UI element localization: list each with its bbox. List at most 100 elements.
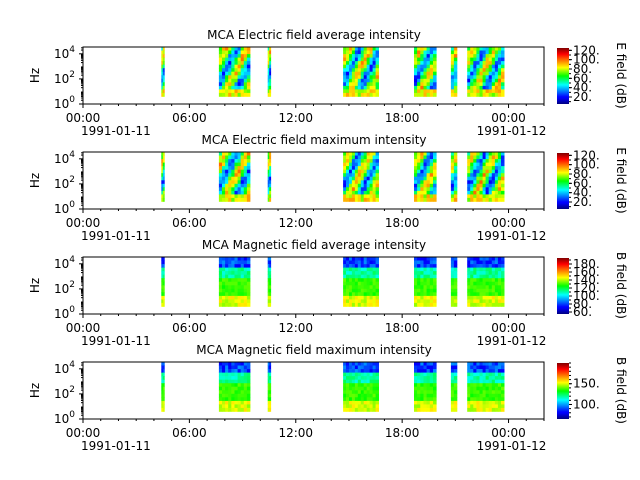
y-tick-exponent: 0	[69, 305, 75, 315]
data-cell	[488, 260, 493, 265]
data-cell	[243, 397, 248, 402]
data-cell	[349, 372, 353, 377]
data-cell	[234, 260, 238, 265]
data-cell	[357, 82, 362, 87]
data-cell	[426, 166, 431, 170]
data-cell	[343, 278, 347, 283]
data-cell	[231, 365, 235, 370]
data-cell	[488, 386, 493, 391]
data-cell	[231, 50, 235, 55]
data-cell	[349, 299, 353, 304]
data-cell	[222, 194, 226, 199]
data-cell	[450, 267, 455, 272]
data-cell	[479, 180, 483, 185]
data-cell	[360, 190, 365, 195]
data-cell	[218, 400, 223, 405]
data-cell	[363, 278, 368, 283]
data-cell	[363, 47, 368, 51]
data-cell	[346, 162, 350, 167]
data-cell	[423, 75, 428, 80]
data-cell	[476, 173, 480, 178]
data-cell	[357, 187, 362, 192]
data-cell	[360, 71, 365, 76]
data-cell	[414, 159, 418, 163]
data-cell	[267, 78, 270, 83]
data-cell	[357, 155, 362, 160]
data-cell	[494, 78, 499, 83]
data-cell	[225, 299, 229, 304]
data-cell	[366, 383, 371, 388]
data-cell	[479, 281, 483, 286]
data-cell	[234, 278, 238, 283]
data-cell	[467, 187, 471, 192]
data-cell	[366, 264, 371, 268]
data-cell	[246, 267, 251, 272]
data-cell	[485, 365, 490, 370]
data-cell	[240, 362, 245, 366]
data-cell	[433, 190, 437, 195]
data-cell	[485, 376, 490, 380]
data-cell	[488, 47, 493, 51]
data-cell	[225, 407, 229, 412]
data-cell	[375, 47, 379, 51]
data-cell	[473, 281, 477, 286]
data-cell	[349, 278, 353, 283]
data-cell	[497, 260, 502, 265]
data-cell	[470, 166, 474, 170]
data-cell	[234, 379, 238, 384]
data-cell	[429, 271, 434, 275]
data-cell	[346, 61, 350, 65]
data-cell	[218, 369, 223, 373]
data-cell	[491, 260, 496, 265]
data-cell	[423, 260, 428, 265]
data-cell	[473, 190, 477, 195]
data-cell	[494, 386, 499, 391]
data-cell	[494, 166, 499, 170]
data-cell	[161, 295, 164, 300]
data-cell	[473, 302, 477, 307]
data-cell	[357, 152, 362, 156]
data-cell	[491, 78, 496, 83]
data-cell	[429, 183, 434, 188]
data-cell	[346, 85, 350, 90]
data-cell	[237, 54, 242, 58]
data-cell	[485, 180, 490, 185]
data-cell	[485, 162, 490, 167]
data-cell	[420, 92, 424, 97]
data-cell	[423, 61, 428, 65]
data-cell	[267, 295, 270, 300]
data-cell	[225, 260, 229, 265]
data-cell	[343, 292, 347, 297]
data-cell	[162, 274, 165, 279]
data-cell	[467, 390, 471, 395]
data-cell	[349, 274, 353, 279]
data-cell	[372, 173, 376, 178]
data-cell	[479, 54, 483, 58]
data-cell	[222, 274, 226, 279]
data-cell	[491, 404, 496, 409]
data-cell	[491, 162, 496, 167]
data-cell	[162, 295, 165, 300]
data-cell	[479, 386, 483, 391]
data-cell	[162, 271, 165, 275]
data-cell	[375, 407, 379, 412]
data-cell	[488, 393, 493, 398]
data-cell	[476, 365, 480, 370]
data-cell	[417, 369, 421, 373]
data-cell	[162, 78, 165, 83]
data-cell	[429, 393, 434, 398]
data-cell	[372, 257, 376, 261]
data-cell	[351, 369, 356, 373]
data-cell	[363, 274, 368, 279]
data-cell	[488, 183, 493, 188]
data-cell	[240, 379, 245, 384]
data-cell	[488, 362, 493, 366]
data-cell	[491, 64, 496, 69]
data-cell	[218, 274, 223, 279]
data-cell	[357, 274, 362, 279]
data-cell	[161, 173, 164, 178]
data-cell	[450, 376, 455, 380]
data-cell	[482, 278, 487, 283]
data-cell	[450, 260, 455, 265]
data-cell	[501, 390, 505, 395]
